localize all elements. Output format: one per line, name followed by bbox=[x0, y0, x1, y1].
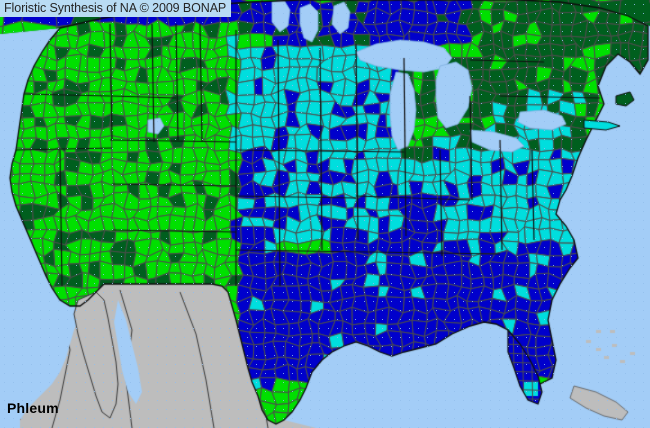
map-title-bar: Floristic Synthesis of NA © 2009 BONAP bbox=[0, 0, 232, 17]
map-title-text: Floristic Synthesis of NA © 2009 BONAP bbox=[4, 1, 227, 15]
taxon-name-label: Phleum bbox=[7, 400, 59, 416]
